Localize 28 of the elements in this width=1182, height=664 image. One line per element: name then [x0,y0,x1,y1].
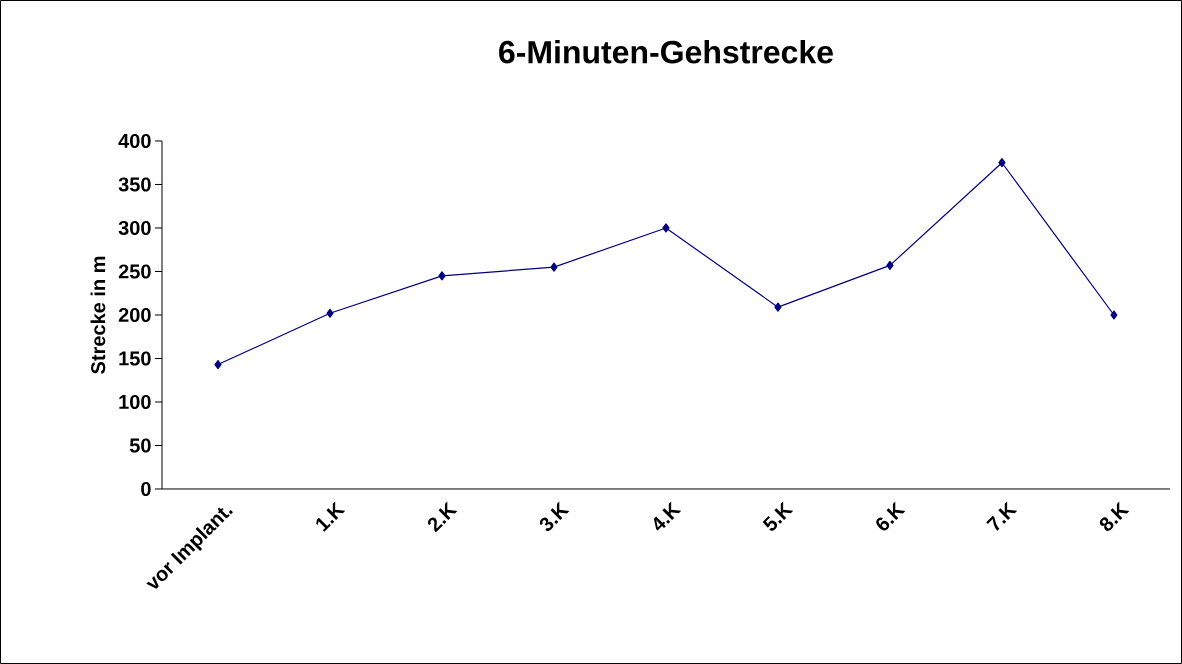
point [214,359,222,370]
y-tick-label: 300 [118,220,151,236]
point [1110,310,1118,320]
x-tick-label: 2.K [427,501,458,533]
x-tick-label: 8.K [1099,501,1130,531]
x-tick-label: 7.K [986,501,1018,531]
y-tick-label: 150 [119,351,151,366]
y-tick-label: 250 [118,264,151,279]
x-tick-label: 6.K [876,501,906,531]
point [998,158,1006,168]
x-tick-label: 3.K [539,501,570,531]
x-tick-label: 4.K [653,501,682,531]
y-tick-label: 200 [118,307,151,323]
x-tick-label: 1.K [316,501,346,532]
y-tick-label: 0 [141,481,151,497]
point [550,262,558,272]
y-tick-label: 100 [119,394,151,410]
y-tick-label: 50 [129,438,151,453]
y-tick-label: 400 [118,133,151,149]
point [662,223,670,233]
y-axis-title: Strecke in m [90,256,106,374]
x-tick-label: 5.K [762,501,794,531]
point [438,271,446,281]
point [774,302,782,312]
y-tick-label: 350 [118,177,151,192]
chart-title: 6-Minuten-Gehstrecke [499,39,833,64]
point [886,260,894,270]
point [326,308,334,318]
